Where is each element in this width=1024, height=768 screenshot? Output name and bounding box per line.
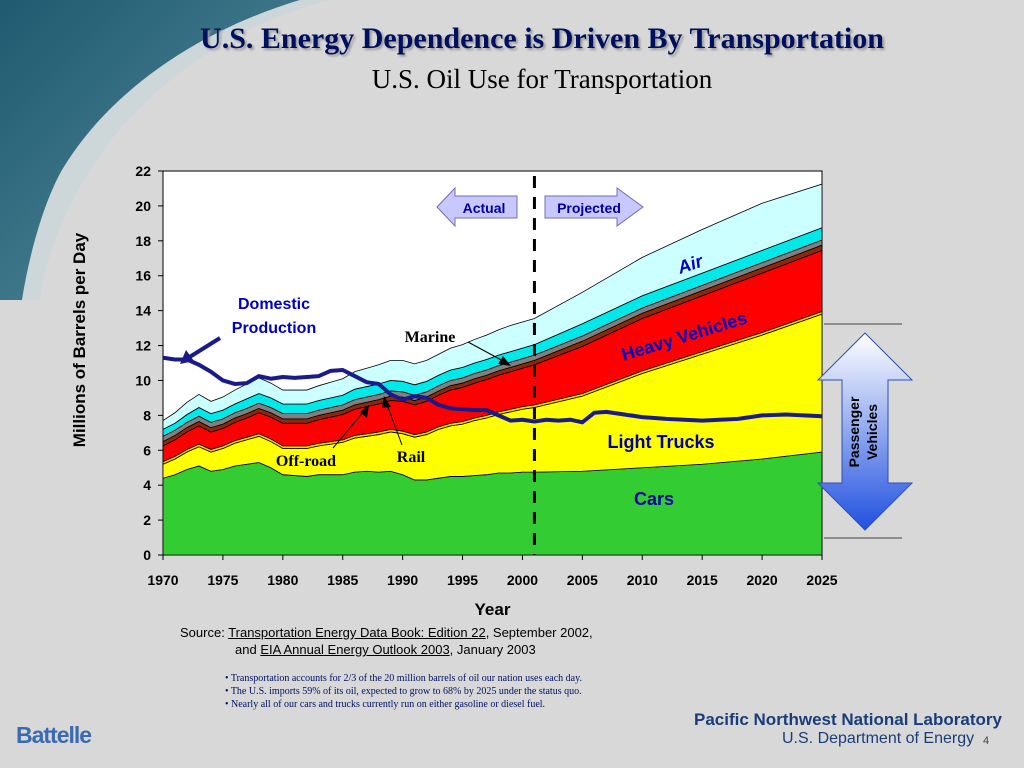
off-road-pointer xyxy=(332,409,366,449)
bullet-item: • Nearly all of our cars and trucks curr… xyxy=(225,699,546,710)
domestic-production-label: Domestic xyxy=(238,296,310,313)
air-area xyxy=(162,183,823,430)
pnnl-name: Pacific Northwest National Laboratory xyxy=(694,710,1002,729)
y-tick-label: 8 xyxy=(143,407,151,423)
source-link-tedb[interactable]: Transportation Energy Data Book: Edition… xyxy=(228,625,486,640)
source-prefix: Source: xyxy=(180,625,229,640)
rail-pointer xyxy=(385,401,403,446)
area-series-group xyxy=(162,183,823,556)
y-tick-label: 12 xyxy=(135,338,151,354)
source-line-1: Source: Transportation Energy Data Book:… xyxy=(180,625,593,640)
actual-label: Actual xyxy=(463,200,506,216)
source-line-2: and EIA Annual Energy Outlook 2003, Janu… xyxy=(235,642,536,657)
axes-group: 0 2 4 6 8 10 12 14 16 18 20 22 1970 1975 1980 1985 1990 1… xyxy=(70,163,838,619)
cars-label: Cars xyxy=(634,489,674,509)
bullet-item: • The U.S. imports 59% of its oil, expec… xyxy=(225,686,582,697)
y-tick-label: 16 xyxy=(135,268,151,284)
source-mid1: , September 2002, xyxy=(485,625,593,640)
y-tick-label: 18 xyxy=(135,233,151,249)
y-tick-label: 10 xyxy=(135,372,151,388)
rail-label: Rail xyxy=(397,449,426,466)
off-road-pointer-head xyxy=(360,405,369,418)
x-tick-label: 2000 xyxy=(507,572,538,588)
x-tick-label: 1975 xyxy=(207,572,238,588)
domestic-production-label: Production xyxy=(232,320,316,337)
y-tick-label: 4 xyxy=(143,477,151,493)
y-tick-label: 14 xyxy=(135,303,151,319)
x-tick-label: 2025 xyxy=(806,572,837,588)
x-tick-label: 1970 xyxy=(147,572,178,588)
marine-label: Marine xyxy=(405,329,456,346)
y-tick-label: 20 xyxy=(135,198,151,214)
x-tick-label: 1995 xyxy=(447,572,478,588)
y-axis-label: Millions of Barrels per Day xyxy=(70,232,89,447)
projected-arrow xyxy=(544,187,644,227)
projected-label: Projected xyxy=(557,200,621,216)
marine-pointer xyxy=(467,341,506,363)
bullet-item: • Transportation accounts for 2/3 of the… xyxy=(225,673,582,684)
slide-subtitle: U.S. Oil Use for Transportation xyxy=(371,64,713,94)
y-tick-label: 0 xyxy=(143,547,151,563)
marine-pointer-head xyxy=(498,356,511,366)
x-tick-label: 2015 xyxy=(687,572,718,588)
off-road-label: Off-road xyxy=(276,453,336,470)
domestic-production-line xyxy=(162,355,823,425)
source-mid2: , January 2003 xyxy=(449,642,536,657)
x-tick-label: 1985 xyxy=(327,572,358,588)
light-trucks-label: Light Trucks xyxy=(607,432,714,452)
slide-title: U.S. Energy Dependence is Driven By Tran… xyxy=(200,22,884,55)
x-tick-label: 2020 xyxy=(747,572,778,588)
y-tick-label: 22 xyxy=(135,163,151,179)
x-tick-label: 1990 xyxy=(387,572,418,588)
bullet-list: • Transportation accounts for 2/3 of the… xyxy=(225,672,582,711)
page-number: 4 xyxy=(983,735,990,747)
y-tick-label: 6 xyxy=(143,442,151,458)
y-tick-label: 2 xyxy=(143,512,151,528)
x-tick-label: 1980 xyxy=(267,572,298,588)
battelle-logo: Battelle xyxy=(16,722,92,748)
passenger-label: Passenger xyxy=(846,396,862,467)
passenger-vehicles-arrow xyxy=(816,332,914,531)
x-tick-label: 2010 xyxy=(627,572,658,588)
source-and: and xyxy=(235,642,261,657)
doe-name: U.S. Department of Energy xyxy=(782,730,975,747)
x-axis-label: Year xyxy=(475,600,511,619)
domestic-production-group xyxy=(162,355,823,425)
domestic-production-pointer xyxy=(186,336,222,360)
rail-pointer-head xyxy=(382,396,391,408)
passenger-label: Vehicles xyxy=(864,404,880,460)
x-tick-label: 2005 xyxy=(567,572,598,588)
source-link-eia[interactable]: EIA Annual Energy Outlook 2003 xyxy=(260,642,450,657)
actual-arrow xyxy=(436,186,518,228)
domestic-production-pointer-head xyxy=(180,350,194,364)
